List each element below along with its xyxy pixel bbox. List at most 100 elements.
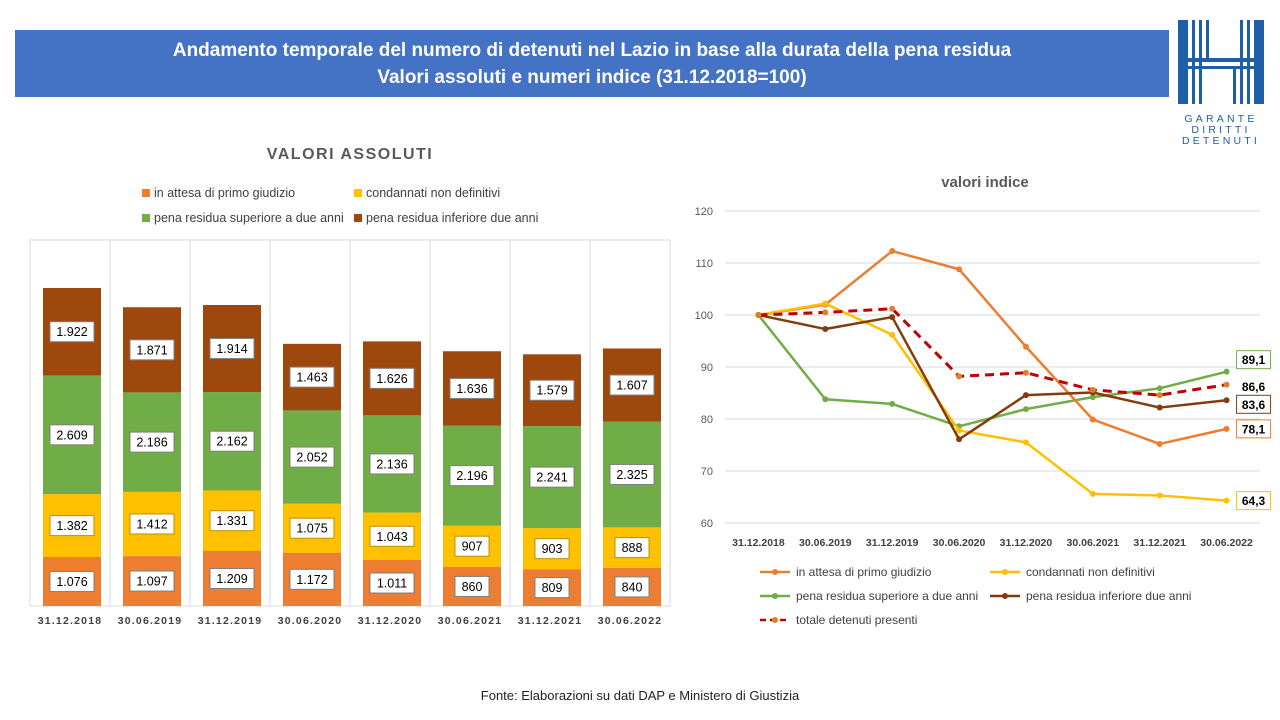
data-label-box: [289, 446, 335, 468]
data-label: 1.011: [377, 576, 407, 590]
data-label-box: [449, 465, 495, 487]
data-point: [1089, 386, 1096, 393]
data-label-box: [609, 374, 655, 396]
end-label-box: [1236, 350, 1272, 370]
data-label-box: [454, 535, 490, 557]
data-label-box: [529, 466, 575, 488]
series-line: [758, 313, 1227, 441]
x-tick-label: 31.12.2020: [358, 615, 423, 627]
data-point: [1089, 490, 1096, 497]
data-label: 2.162: [216, 435, 247, 449]
end-label: 64,3: [1242, 494, 1266, 508]
data-label-box: [529, 379, 575, 401]
data-label: 809: [542, 581, 563, 595]
bar-chart-legend: in attesa di primo giudizio condannati n…: [142, 180, 582, 230]
data-point: [889, 331, 896, 338]
y-tick-label: 120: [695, 206, 713, 218]
x-tick-label: 31.12.2019: [866, 537, 919, 549]
data-label-box: [209, 567, 255, 589]
y-tick-label: 90: [701, 362, 713, 374]
data-label: 1.871: [136, 343, 167, 357]
data-label-box: [454, 575, 490, 597]
data-point: [1223, 397, 1230, 404]
data-point: [889, 305, 896, 312]
data-point: [1089, 416, 1096, 423]
logo-text: GARANTE DIRITTI DETENUTI: [1181, 113, 1261, 147]
line-legend-superiore: pena residua superiore a due anni: [760, 589, 990, 603]
x-tick-label: 30.06.2020: [933, 537, 986, 549]
data-point: [1156, 385, 1163, 392]
index-line-chart: 60 70 80 90 100 110 120 31.12.2018 30.06.2019 31.…: [695, 206, 1272, 549]
data-point: [1223, 497, 1230, 504]
data-label: 1.922: [56, 325, 87, 339]
main-title: Andamento temporale del numero di detenu…: [172, 40, 1012, 61]
data-point: [1022, 406, 1029, 413]
end-label-box: [1236, 419, 1272, 439]
data-point: [956, 266, 963, 273]
data-label: 2.325: [616, 468, 647, 482]
x-tick-label: 30.06.2019: [118, 615, 183, 627]
data-label: 1.579: [536, 384, 567, 398]
data-point: [1022, 343, 1029, 350]
data-label-box: [289, 568, 335, 590]
series-line: [757, 314, 1227, 428]
line-chart-legend: in attesa di primo giudizio condannati n…: [760, 560, 1280, 632]
x-tick-label: 30.06.2019: [799, 537, 852, 549]
data-label-box: [129, 570, 175, 592]
data-point: [1223, 425, 1230, 432]
data-label: 1.043: [376, 530, 407, 544]
y-tick-label: 60: [701, 518, 713, 530]
data-label: 2.186: [136, 436, 167, 450]
data-label: 888: [622, 541, 643, 555]
data-label: 2.052: [296, 451, 327, 465]
data-point: [822, 326, 829, 333]
data-point: [1022, 439, 1029, 446]
data-point: [1022, 392, 1029, 399]
source-footer: Fonte: Elaborazioni su dati DAP e Minist…: [480, 688, 800, 703]
x-tick-label: 31.12.2019: [198, 615, 263, 627]
data-point: [1022, 369, 1029, 376]
data-label-box: [614, 537, 650, 559]
data-point: [1223, 368, 1230, 375]
data-label-box: [209, 338, 255, 360]
end-label: 86,6: [1242, 380, 1266, 394]
x-tick-label: 30.06.2020: [278, 615, 343, 627]
data-point: [889, 248, 896, 255]
series-line: [758, 307, 1227, 397]
data-label: 1.636: [456, 382, 487, 396]
end-label: 89,1: [1242, 353, 1266, 367]
data-label-box: [614, 576, 650, 598]
data-label: 1.076: [56, 575, 87, 589]
data-label-box: [49, 571, 95, 593]
data-label: 2.136: [376, 457, 407, 471]
data-point: [1156, 404, 1163, 411]
data-label: 1.209: [216, 572, 247, 586]
data-label: 2.196: [456, 469, 487, 483]
series-line: [758, 302, 1227, 502]
data-label-box: [369, 525, 415, 547]
data-label: 907: [462, 540, 483, 554]
data-label: 2.241: [536, 471, 567, 485]
y-tick-label: 100: [695, 310, 713, 322]
data-point: [755, 312, 762, 318]
line-legend-attesa: in attesa di primo giudizio: [760, 565, 990, 579]
data-point: [822, 309, 829, 316]
subtitle: Valori assoluti e numeri indice (31.12.2…: [377, 67, 807, 88]
x-tick-label: 30.06.2021: [438, 615, 503, 627]
x-tick-label: 31.12.2018: [38, 615, 103, 627]
data-label: 860: [462, 580, 483, 594]
data-label: 1.607: [616, 379, 647, 393]
data-label-box: [209, 430, 255, 452]
data-label-box: [369, 367, 415, 389]
line-chart-title: valori indice: [941, 174, 1029, 191]
data-point: [822, 300, 829, 307]
legend-item-condannati: condannati non definitivi: [354, 186, 566, 200]
data-label: 1.097: [136, 575, 167, 589]
data-point: [889, 314, 896, 321]
data-label-box: [449, 377, 495, 399]
data-label-box: [49, 515, 95, 537]
y-tick-label: 110: [695, 258, 713, 270]
data-label-box: [289, 517, 335, 539]
data-label: 903: [542, 542, 563, 556]
x-tick-label: 31.12.2018: [732, 537, 785, 549]
